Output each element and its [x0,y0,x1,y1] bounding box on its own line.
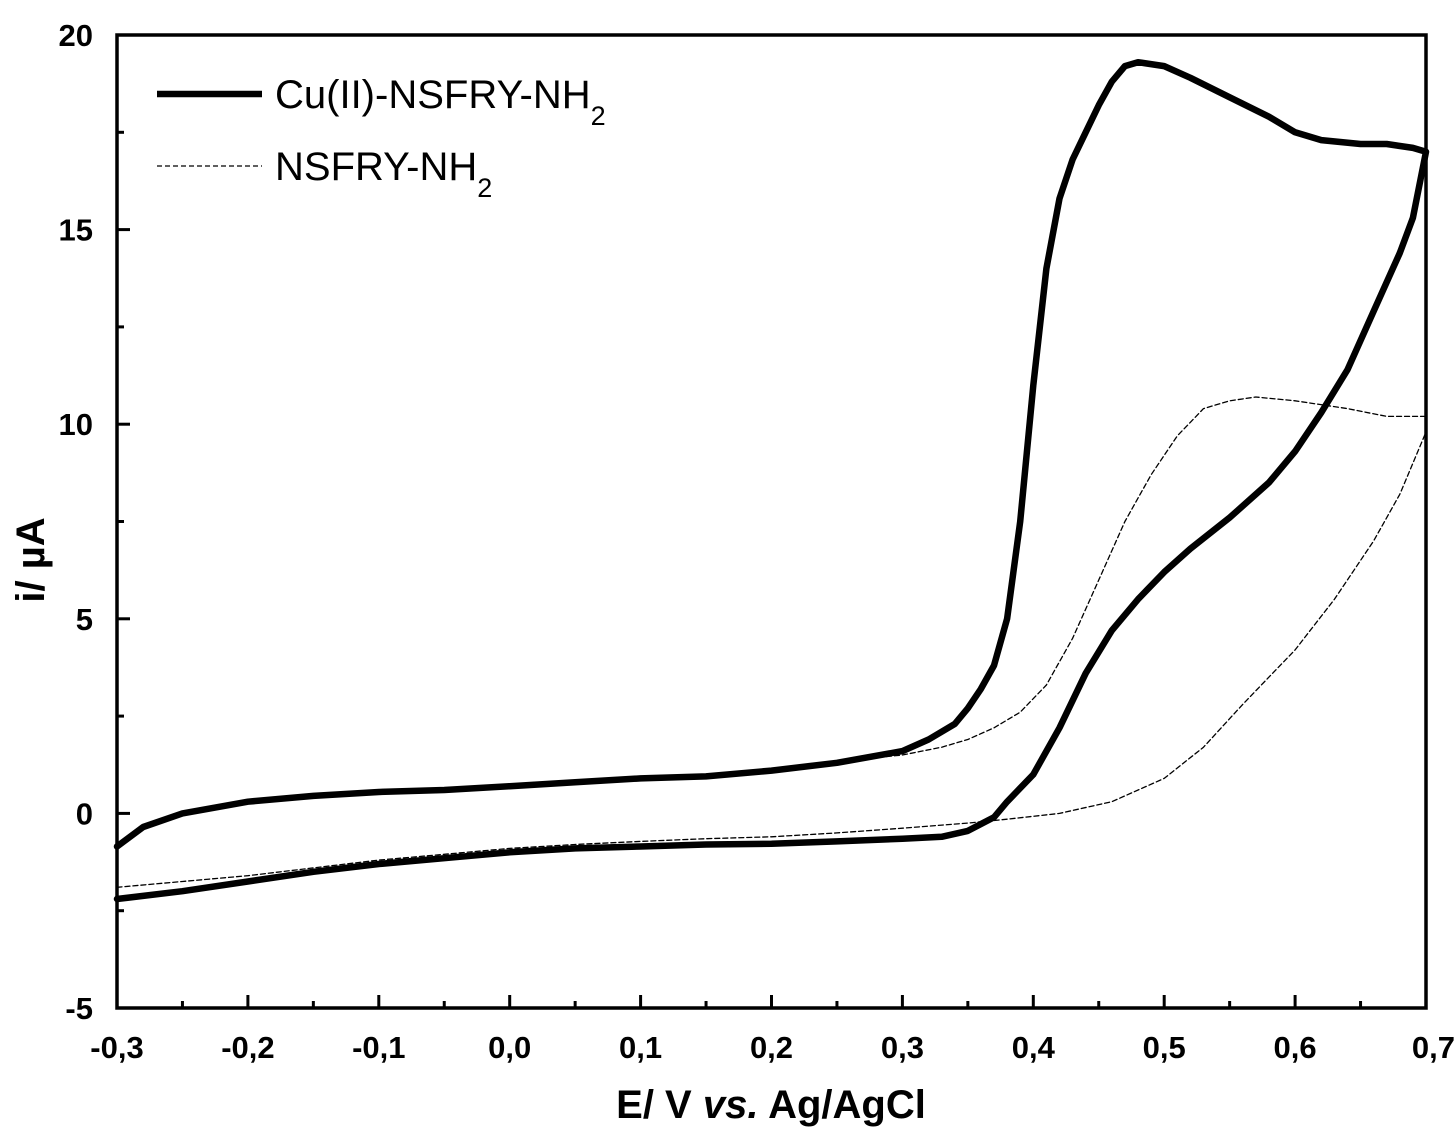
x-tick-label: 0,5 [1143,1030,1186,1065]
y-tick-label: 20 [59,18,93,53]
x-tick-label: -0,1 [352,1030,405,1065]
series-layer [113,58,1430,903]
y-tick-label: 0 [76,796,93,831]
y-tick-label: -5 [65,991,93,1026]
legend-label-2: NSFRY-NH2 [275,145,492,203]
y-tick-label: 10 [59,407,93,442]
plot-frame [115,33,1428,1010]
x-tick-label: 0,1 [619,1030,662,1065]
x-tick-label: 0,6 [1274,1030,1317,1065]
x-tick-label: 0,3 [881,1030,924,1065]
legend: Cu(II)-NSFRY-NH2 NSFRY-NH2 [157,73,606,203]
legend-label-1: Cu(II)-NSFRY-NH2 [275,73,606,131]
x-axis-title: E/ V vs. Ag/AgCl [616,1083,926,1127]
x-tick-label: 0,0 [488,1030,531,1065]
x-tick-label: -0,3 [90,1030,143,1065]
y-tick-label: 15 [59,213,93,248]
ticks-layer: -0,3 -0,2 -0,1 0,0 0,1 0,2 0,3 0,4 0,5 0,6 0,7 -5 0 5… [59,18,1455,1065]
x-tick-label: 0,2 [750,1030,793,1065]
x-tick-label: 0,7 [1412,1030,1455,1065]
y-axis-title: i/ µA [9,517,53,602]
x-tick-label: 0,4 [1012,1030,1056,1065]
series-line-2 [116,396,1427,888]
series-line-1 [113,58,1430,903]
y-tick-label: 5 [76,602,93,637]
x-tick-label: -0,2 [221,1030,274,1065]
